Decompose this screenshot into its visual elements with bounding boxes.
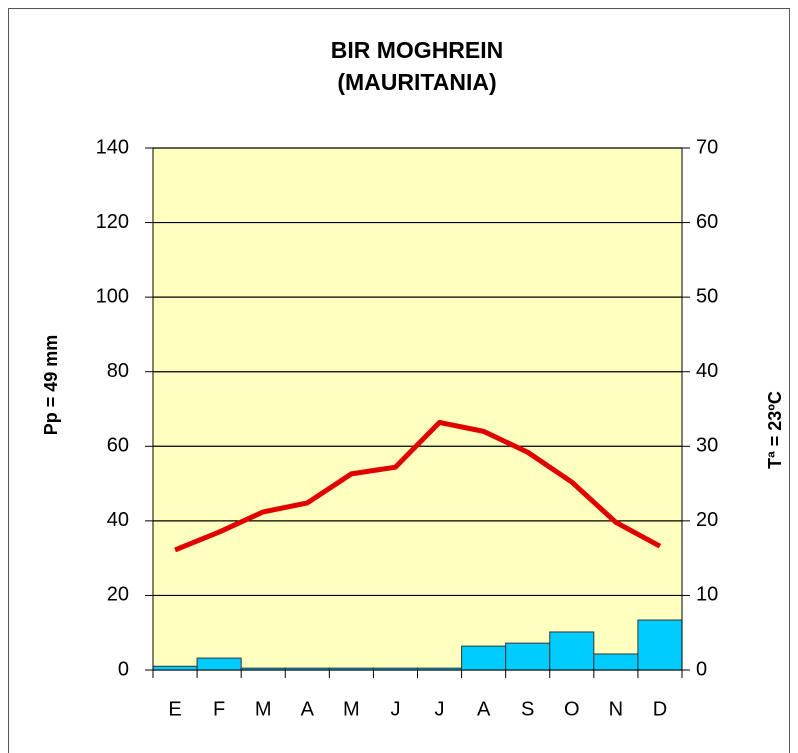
bar [549, 631, 595, 671]
x-tick-label: A [301, 698, 315, 720]
x-tick-label: S [521, 698, 534, 720]
y2-tick-label: 30 [696, 435, 718, 457]
x-tick-label: J [390, 698, 400, 720]
y-tick-label: 0 [118, 658, 129, 680]
bar [461, 645, 507, 671]
bar [505, 642, 551, 671]
y-tick-label: 60 [107, 435, 129, 457]
y-tick-label: 100 [96, 285, 129, 307]
y2-tick-label: 60 [696, 211, 718, 233]
x-tick-label: N [609, 698, 623, 720]
x-tick-label: M [255, 698, 272, 720]
y-tick-label: 40 [107, 509, 129, 531]
y2-axis-title: Tª = 23ºC [765, 391, 785, 469]
x-tick-label: O [564, 698, 580, 720]
line [174, 419, 662, 553]
y2-tick-label: 50 [696, 285, 718, 307]
y-tick-label: 120 [96, 211, 129, 233]
x-tick-label: J [435, 698, 445, 720]
bar [593, 653, 639, 671]
x-tick-label: E [168, 698, 181, 720]
y-axis-title: Pp = 49 mm [41, 335, 61, 436]
chart-title: BIR MOGHREIN [331, 37, 504, 63]
bar [637, 619, 683, 671]
x-tick-label: D [653, 698, 667, 720]
y2-tick-label: 70 [696, 136, 718, 158]
y2-tick-label: 10 [696, 584, 718, 606]
x-tick-label: M [343, 698, 360, 720]
y2-tick-label: 40 [696, 360, 718, 382]
y-tick-label: 80 [107, 360, 129, 382]
x-tick-label: F [213, 698, 225, 720]
bar [196, 657, 242, 671]
plot-area [153, 148, 682, 670]
y2-tick-label: 20 [696, 509, 718, 531]
chart-title: (MAURITANIA) [337, 69, 496, 95]
y-tick-label: 20 [107, 584, 129, 606]
y-tick-label: 140 [96, 136, 129, 158]
bar [152, 665, 198, 671]
y2-tick-label: 0 [696, 658, 707, 680]
x-tick-label: A [477, 698, 491, 720]
